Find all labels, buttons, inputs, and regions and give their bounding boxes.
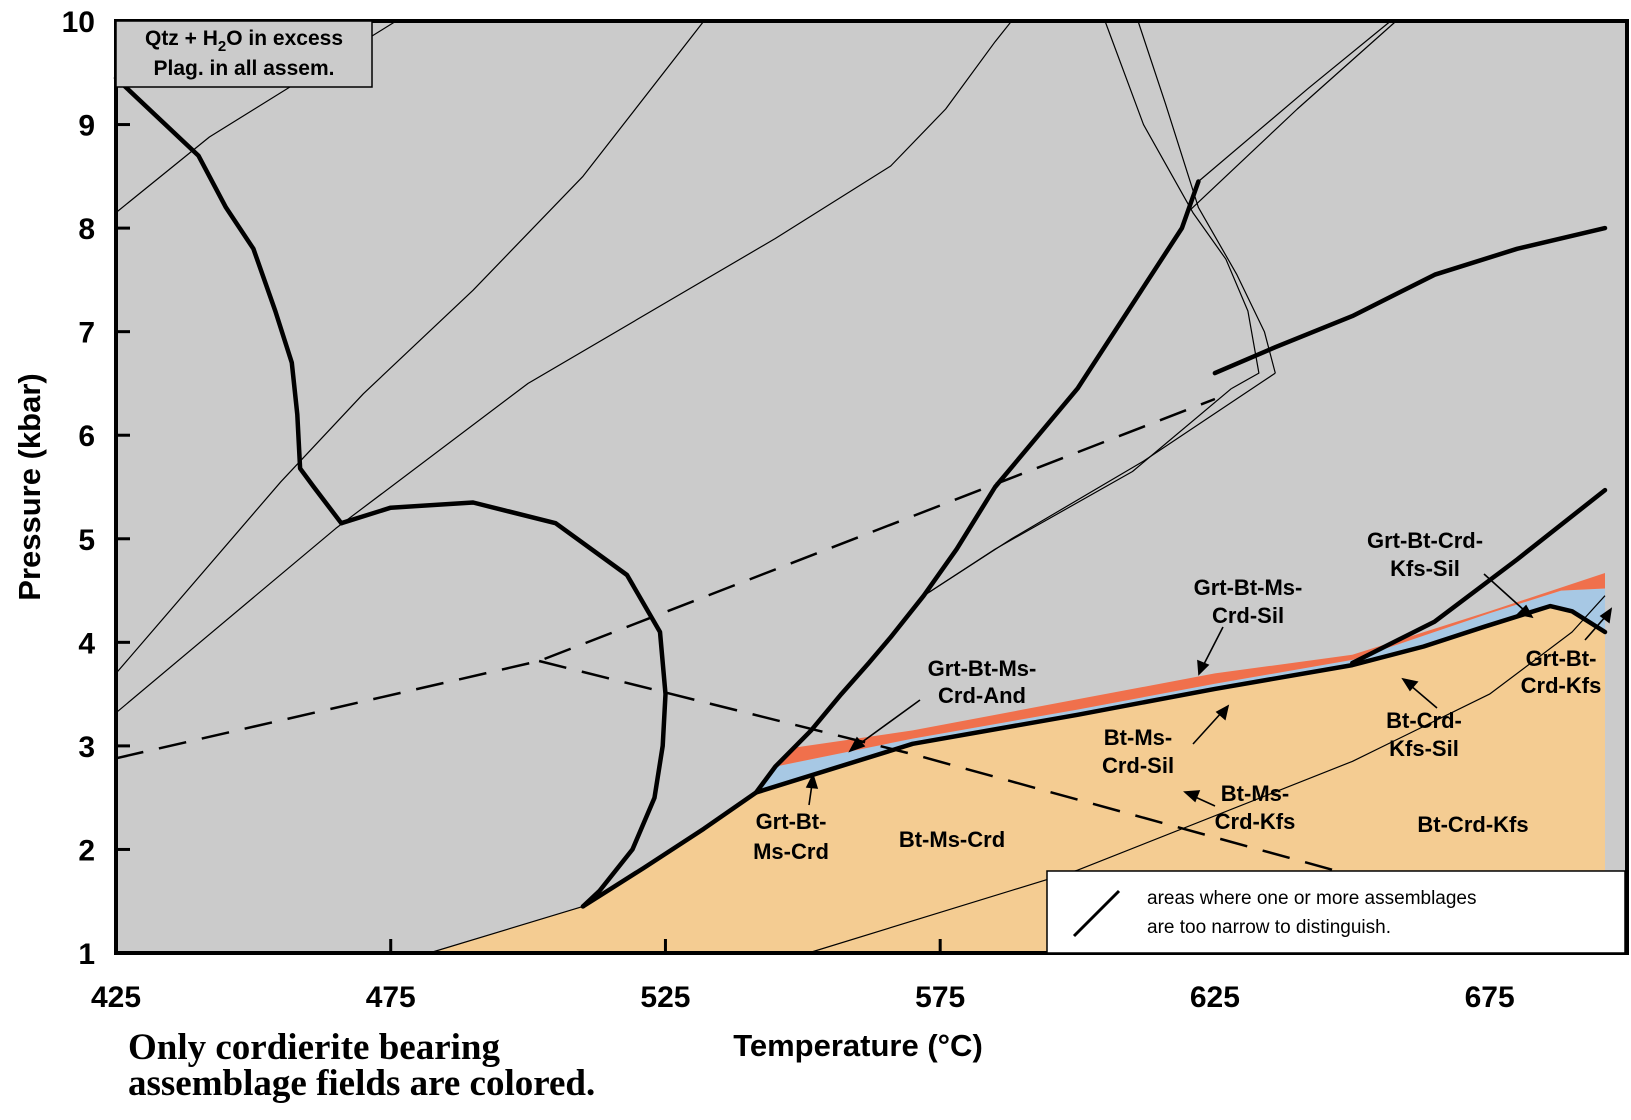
dashed-reaction-line	[115, 397, 1216, 760]
arrow-grt-bt-crd-kfs-sil	[1483, 573, 1534, 619]
assemblage-fields	[429, 573, 1606, 953]
field-label-bt-ms-crd-kfs-1: Bt-Ms-	[1221, 781, 1289, 806]
footnote-line2: assemblage fields are colored.	[128, 1063, 596, 1104]
y-tick-label: 6	[78, 420, 95, 453]
legend-note-line2: are too narrow to distinguish.	[1147, 917, 1391, 938]
arrow-bt-ms-crd-sil	[1192, 704, 1230, 745]
info-box-frame	[115, 20, 373, 88]
y-tick-label: 7	[78, 317, 95, 350]
y-axis-label: Pressure (kbar)	[12, 373, 47, 600]
field-label-bt-ms-crd-sil-1: Bt-Ms-	[1104, 725, 1172, 750]
legend-note: areas where one or more assemblages are …	[1046, 870, 1626, 954]
bold-reaction-line	[753, 179, 1201, 795]
field-label-grt-bt-crd-kfs-2: Crd-Kfs	[1521, 673, 1602, 698]
label-arrows	[805, 573, 1613, 807]
field-label-bt-crd-kfs: Bt-Crd-Kfs	[1417, 812, 1528, 837]
thin-reaction-line	[1186, 20, 1397, 214]
field-label-grt-bt-ms-crd-sil-2: Crd-Sil	[1212, 603, 1284, 628]
field-label-bt-crd-kfs-sil-2: Kfs-Sil	[1389, 736, 1459, 761]
field-label-bt-ms-crd: Bt-Ms-Crd	[899, 827, 1005, 852]
bold-reaction-line	[113, 75, 344, 526]
x-tick-label: 525	[640, 981, 690, 1014]
legend-note-line1: areas where one or more assemblages	[1147, 888, 1477, 909]
arrow-bt-ms-crd-kfs	[1183, 790, 1216, 807]
arrow-grt-bt-ms-crd-sil	[1197, 626, 1224, 676]
dashed-reaction-line	[538, 659, 1342, 874]
field-label-grt-bt-crd-kfs-1: Grt-Bt-	[1526, 646, 1597, 671]
footnote: Only cordierite bearing assemblage field…	[128, 1027, 728, 1104]
thin-reaction-line	[1104, 20, 1260, 390]
arrow-grt-bt-crd-kfs	[1584, 607, 1613, 641]
field-label-grt-bt-ms-crd-1: Grt-Bt-	[756, 809, 827, 834]
footnote-line1: Only cordierite bearing	[128, 1027, 500, 1068]
axis-ticks: 425 475 525 575 625 675 1 2 3 4 5 6 7 8 9 10	[62, 6, 1515, 1014]
thin-reaction-line	[115, 20, 1013, 714]
info-box-line1: Qtz + H2O in excess	[145, 27, 343, 55]
field-blue	[756, 588, 1605, 793]
x-tick-label: 575	[915, 981, 965, 1014]
thin-reaction-line	[429, 905, 584, 954]
y-tick-label: 4	[78, 627, 95, 660]
y-tick-label: 10	[62, 6, 95, 39]
field-label-grt-bt-ms-crd-and-1: Grt-Bt-Ms-	[928, 656, 1037, 681]
arrow-grt-bt-ms-crd-and	[848, 699, 921, 753]
thin-reaction-line	[808, 595, 1606, 954]
info-box-line2: Plag. in all assem.	[154, 57, 335, 80]
field-red	[775, 573, 1605, 767]
thin-reaction-line	[1137, 20, 1276, 374]
arrow-bt-crd-kfs-sil	[1401, 677, 1438, 709]
legend-note-line-sample	[1072, 889, 1121, 938]
bold-reaction-line	[580, 603, 1608, 909]
x-tick-label: 425	[91, 981, 141, 1014]
field-label-grt-bt-ms-crd-and-2: Crd-And	[938, 683, 1026, 708]
arrow-grt-bt-ms-crd	[805, 772, 819, 806]
info-box: Qtz + H2O in excess Plag. in all assem.	[115, 20, 373, 88]
bold-reaction-line	[339, 500, 668, 909]
bold-reaction-line	[1350, 487, 1608, 666]
y-tick-label: 8	[78, 213, 95, 246]
field-label-grt-bt-crd-kfs-sil-2: Kfs-Sil	[1390, 556, 1460, 581]
field-tan	[429, 606, 1606, 953]
bold-reaction-line	[1212, 225, 1608, 376]
thin-reaction-line	[115, 20, 705, 674]
field-label-bt-crd-kfs-sil-1: Bt-Crd-	[1386, 708, 1462, 733]
field-labels: Grt-Bt-Ms- Crd-And Grt-Bt-Ms- Crd-Sil Gr…	[753, 528, 1601, 864]
thin-reaction-line	[923, 372, 1276, 597]
y-tick-label: 9	[78, 110, 95, 143]
y-tick-label: 3	[78, 731, 95, 764]
x-axis-label: Temperature (°C)	[733, 1028, 983, 1063]
field-label-grt-bt-ms-crd-sil-1: Grt-Bt-Ms-	[1194, 575, 1303, 600]
y-tick-label: 5	[78, 524, 95, 557]
y-tick-label: 2	[78, 834, 95, 867]
plot-frame	[114, 19, 1629, 955]
field-label-grt-bt-ms-crd-2: Ms-Crd	[753, 839, 829, 864]
field-label-bt-ms-crd-kfs-2: Crd-Kfs	[1215, 809, 1296, 834]
thin-reaction-line	[1198, 20, 1392, 182]
y-tick-label: 1	[78, 938, 95, 971]
x-tick-label: 675	[1465, 981, 1515, 1014]
legend-note-frame	[1046, 870, 1626, 954]
field-label-grt-bt-crd-kfs-sil-1: Grt-Bt-Crd-	[1367, 528, 1483, 553]
x-tick-label: 475	[366, 981, 416, 1014]
x-tick-label: 625	[1190, 981, 1240, 1014]
reaction-lines	[113, 20, 1608, 954]
field-label-bt-ms-crd-sil-2: Crd-Sil	[1102, 753, 1174, 778]
